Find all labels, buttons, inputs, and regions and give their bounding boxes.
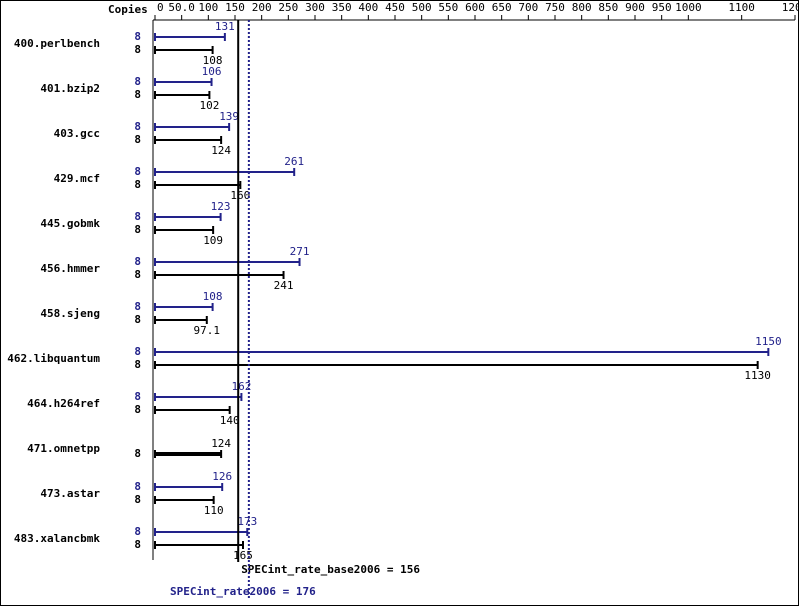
- value-label: 131: [215, 20, 235, 33]
- x-tick-label: 0: [157, 1, 164, 14]
- copies: 8: [134, 88, 141, 101]
- x-tick-label: 400: [358, 1, 378, 14]
- copies: 8: [134, 223, 141, 236]
- value-label: 173: [237, 515, 257, 528]
- copies: 8: [134, 178, 141, 191]
- value-label: 241: [274, 279, 294, 292]
- benchmark-name: 445.gobmk: [40, 217, 100, 230]
- x-tick-label: 650: [492, 1, 512, 14]
- x-axis-label: Copies: [108, 3, 148, 16]
- value-label: 124: [211, 144, 231, 157]
- x-tick-label: 950: [652, 1, 672, 14]
- value-label: 108: [203, 290, 223, 303]
- value-label: 109: [203, 234, 223, 247]
- value-label: 160: [230, 189, 250, 202]
- benchmark-name: 400.perlbench: [14, 37, 100, 50]
- x-tick-label: 1100: [728, 1, 755, 14]
- copies: 8: [134, 300, 141, 313]
- benchmark-name: 473.astar: [40, 487, 100, 500]
- x-tick-label: 900: [625, 1, 645, 14]
- x-tick-label: 50.0: [168, 1, 195, 14]
- value-label: 261: [284, 155, 304, 168]
- copies: 8: [134, 255, 141, 268]
- value-label: 124: [211, 437, 231, 450]
- value-label: 271: [290, 245, 310, 258]
- x-tick-label: 1000: [675, 1, 702, 14]
- x-tick-label: 100: [198, 1, 218, 14]
- value-label: 106: [202, 65, 222, 78]
- value-label: 110: [204, 504, 224, 517]
- copies: 8: [134, 165, 141, 178]
- copies: 8: [134, 447, 141, 460]
- x-tick-label: 1200: [782, 1, 799, 14]
- value-label: 97.1: [194, 324, 221, 337]
- value-label: 126: [212, 470, 232, 483]
- benchmark-name: 464.h264ref: [27, 397, 100, 410]
- benchmark-name: 403.gcc: [54, 127, 100, 140]
- copies: 8: [134, 30, 141, 43]
- x-tick-label: 300: [305, 1, 325, 14]
- benchmark-name: 483.xalancbmk: [14, 532, 100, 545]
- copies: 8: [134, 403, 141, 416]
- benchmark-name: 456.hmmer: [40, 262, 100, 275]
- value-label: 162: [231, 380, 251, 393]
- benchmark-name: 401.bzip2: [40, 82, 100, 95]
- copies: 8: [134, 210, 141, 223]
- copies: 8: [134, 493, 141, 506]
- copies: 8: [134, 480, 141, 493]
- benchmark-name: 458.sjeng: [40, 307, 100, 320]
- copies: 8: [134, 345, 141, 358]
- x-tick-label: 350: [332, 1, 352, 14]
- copies: 8: [134, 268, 141, 281]
- value-label: 102: [199, 99, 219, 112]
- value-label: 140: [220, 414, 240, 427]
- value-label: 1150: [755, 335, 782, 348]
- benchmark-name: 429.mcf: [54, 172, 100, 185]
- x-tick-label: 250: [278, 1, 298, 14]
- copies: 8: [134, 43, 141, 56]
- peak-summary-label: SPECint_rate2006 = 176: [170, 585, 316, 598]
- x-tick-label: 700: [518, 1, 538, 14]
- x-tick-label: 750: [545, 1, 565, 14]
- x-tick-label: 450: [385, 1, 405, 14]
- benchmark-name: 462.libquantum: [7, 352, 100, 365]
- value-label: 139: [219, 110, 239, 123]
- x-tick-label: 500: [412, 1, 432, 14]
- x-tick-label: 150: [225, 1, 245, 14]
- value-label: 1130: [744, 369, 771, 382]
- copies: 8: [134, 120, 141, 133]
- value-label: 123: [211, 200, 231, 213]
- copies: 8: [134, 313, 141, 326]
- copies: 8: [134, 538, 141, 551]
- copies: 8: [134, 133, 141, 146]
- copies: 8: [134, 75, 141, 88]
- copies: 8: [134, 358, 141, 371]
- copies: 8: [134, 525, 141, 538]
- benchmark-name: 471.omnetpp: [27, 442, 100, 455]
- base-summary-label: SPECint_rate_base2006 = 156: [241, 563, 420, 576]
- x-tick-label: 600: [465, 1, 485, 14]
- x-tick-label: 200: [252, 1, 272, 14]
- value-label: 108: [203, 54, 223, 67]
- copies: 8: [134, 390, 141, 403]
- x-tick-label: 550: [438, 1, 458, 14]
- value-label: 165: [233, 549, 253, 562]
- x-tick-label: 850: [598, 1, 618, 14]
- x-tick-label: 800: [572, 1, 592, 14]
